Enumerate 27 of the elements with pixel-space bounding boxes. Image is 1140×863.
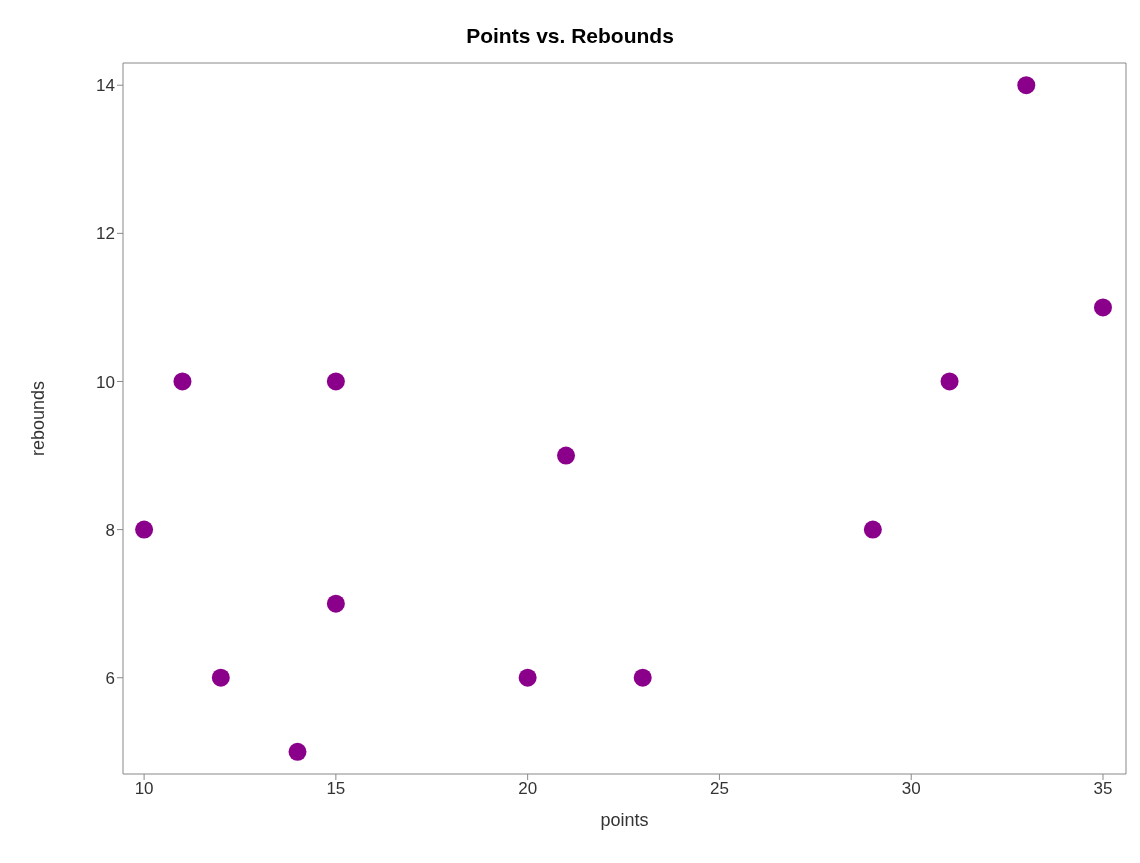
- point: [288, 742, 307, 761]
- point: [326, 594, 345, 613]
- point: [633, 668, 652, 687]
- chart-title: Points vs. Rebounds: [465, 24, 675, 49]
- x-tick-label: 35: [1093, 779, 1113, 799]
- x-axis-title: points: [600, 810, 649, 830]
- x-tick-label: 20: [518, 779, 538, 799]
- point: [863, 520, 882, 539]
- point: [557, 446, 576, 465]
- y-axis-title: rebounds: [28, 380, 49, 457]
- y-tick-label: 6: [105, 668, 115, 688]
- x-tick-label: 30: [901, 779, 921, 799]
- point: [518, 668, 537, 687]
- x-tick-label: 15: [326, 779, 346, 799]
- x-tick-label: 10: [134, 779, 154, 799]
- point: [173, 372, 192, 391]
- point: [326, 372, 345, 391]
- point: [211, 668, 230, 687]
- x-tick-label: 25: [709, 779, 729, 799]
- point: [1093, 298, 1112, 317]
- point: [135, 520, 154, 539]
- point: [1017, 76, 1036, 95]
- y-tick-label: 8: [105, 520, 115, 540]
- point: [940, 372, 959, 391]
- y-tick-label: 12: [96, 224, 115, 244]
- y-tick-label: 14: [96, 76, 115, 96]
- y-tick-label: 10: [96, 372, 115, 392]
